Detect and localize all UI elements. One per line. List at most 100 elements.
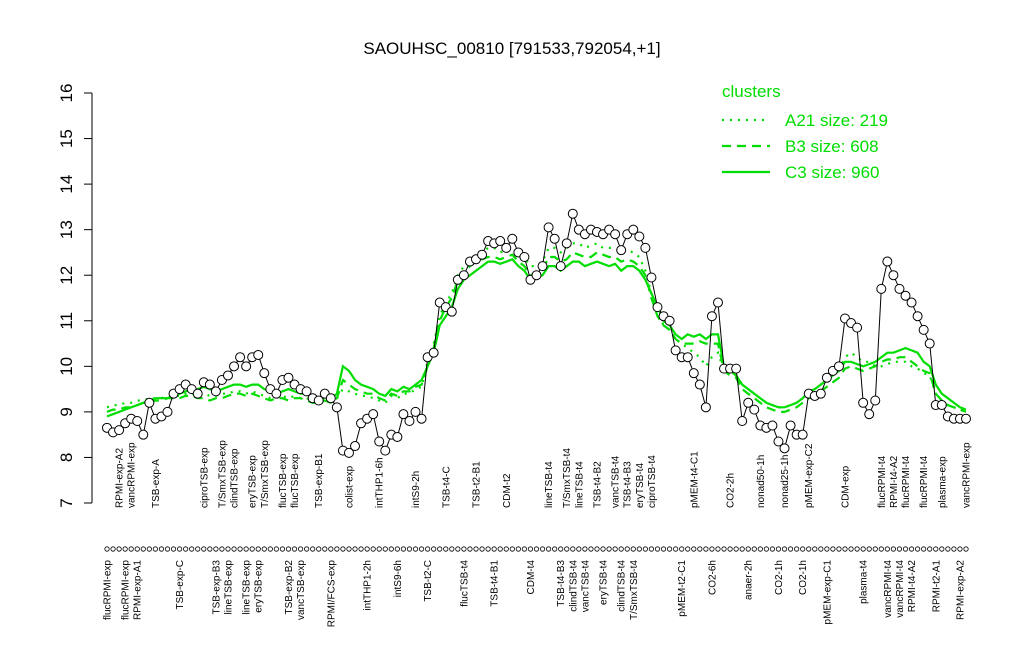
x-tick-label-top: eryTSB-exp	[248, 455, 259, 508]
sample-dot	[437, 546, 443, 552]
sample-point	[458, 270, 469, 281]
sample-point	[767, 420, 778, 431]
x-tick-label-top: RPMI-exp-A2	[115, 448, 126, 508]
sample-dot	[842, 546, 848, 552]
sample-point	[664, 315, 675, 326]
sample-point	[797, 429, 808, 440]
sample-point	[882, 256, 893, 267]
sample-dot	[237, 546, 243, 552]
sample-dot	[310, 546, 316, 552]
sample-point	[785, 420, 796, 431]
sample-point	[712, 297, 723, 308]
sample-dot	[685, 546, 691, 552]
x-tick-label-top: ciproTSB-exp	[199, 447, 210, 508]
x-tick-label-top: lineTSB-t4	[574, 461, 585, 508]
x-tick-label-bottom: RPMI-t4-A2	[907, 560, 918, 613]
sample-dot	[787, 546, 794, 552]
sample-point	[537, 261, 548, 272]
sample-dot	[297, 546, 304, 552]
x-tick-label-bottom: lineTSB-exp	[242, 560, 253, 615]
sample-dot	[921, 546, 927, 552]
x-tick-label-top: intTHP1-6h	[375, 457, 386, 508]
sample-dot	[255, 546, 261, 552]
sample-point	[204, 379, 215, 390]
sample-point	[694, 379, 705, 390]
sample-dot	[878, 546, 884, 552]
sample-dot	[122, 546, 128, 552]
sample-dot	[794, 546, 800, 552]
x-tick-label-top: eryTSB-t4	[635, 463, 646, 508]
sample-dot	[364, 546, 370, 552]
sample-point	[446, 306, 457, 317]
sample-point	[162, 406, 173, 417]
legend-label: C3 size: 960	[785, 163, 880, 182]
sample-dot	[376, 546, 382, 552]
sample-point	[858, 397, 869, 408]
x-tick-label-bottom: eryTSB-t4	[599, 560, 610, 605]
sample-dot	[243, 546, 249, 552]
sample-dot	[848, 546, 854, 552]
sample-dot	[727, 546, 733, 552]
y-tick-label: 12	[57, 266, 76, 285]
sample-dot	[455, 546, 461, 552]
sample-point	[833, 361, 844, 372]
sample-dot	[509, 546, 515, 552]
sample-point	[132, 416, 143, 426]
sample-point	[731, 363, 742, 374]
sample-point	[900, 290, 911, 301]
sample-dot	[352, 546, 358, 552]
sample-dot	[951, 546, 957, 552]
sample-dot	[800, 546, 806, 552]
x-tick-label-bottom: RPMI-exp-A1	[133, 560, 144, 620]
sample-point	[229, 361, 240, 372]
x-tick-label-top: TSB-t2-B1	[472, 461, 483, 508]
sample-dot	[527, 546, 534, 552]
sample-dot	[908, 546, 915, 552]
x-tick-label-bottom: intTHP1-2h	[363, 560, 374, 611]
x-tick-label-bottom: vancRPMI-t4	[895, 560, 906, 618]
x-tick-label-bottom: vancTSB-exp	[296, 560, 307, 620]
sample-dot	[654, 546, 661, 552]
sample-dot	[515, 546, 521, 552]
y-tick-label: 7	[57, 498, 76, 507]
sample-dot	[291, 546, 298, 552]
cluster-line	[106, 258, 967, 418]
sample-dot	[890, 546, 897, 552]
x-tick-label-bottom: clindTSB-t4	[568, 560, 579, 612]
sample-dot	[666, 546, 673, 552]
sample-dot	[104, 546, 110, 552]
x-tick-label-top: pMEM-t4-C1	[689, 451, 700, 508]
sample-point	[640, 242, 651, 253]
sample-dot	[201, 546, 207, 552]
sample-dot	[775, 546, 782, 552]
sample-point	[743, 397, 754, 408]
sample-point	[864, 409, 875, 420]
sample-point	[682, 352, 693, 363]
sample-dot	[249, 546, 255, 552]
y-tick-label: 14	[57, 175, 76, 194]
sample-dot	[491, 546, 497, 552]
sample-dot	[116, 546, 122, 552]
x-tick-label-top: ciproTSB-t4	[647, 455, 658, 508]
x-tick-label-top: intS9-2h	[411, 471, 422, 508]
sample-dot	[231, 546, 237, 552]
sample-point	[253, 349, 264, 360]
sample-dot	[189, 546, 195, 552]
x-tick-label-top: flucTSB-exp	[278, 453, 289, 508]
sample-line	[106, 211, 966, 454]
sample-dot	[660, 546, 667, 552]
sample-dot	[334, 546, 340, 552]
sample-point	[368, 409, 379, 420]
sample-dot	[939, 546, 945, 552]
sample-dot	[128, 546, 134, 552]
x-tick-label-top: TSB-exp-B1	[314, 453, 325, 508]
y-tick-label: 8	[57, 453, 76, 462]
sample-dot	[261, 546, 267, 552]
sample-point	[610, 229, 621, 240]
sample-dot	[533, 546, 540, 552]
sample-point	[331, 402, 342, 413]
sample-point	[519, 252, 530, 262]
sample-dot	[285, 546, 292, 552]
sample-point	[343, 447, 354, 458]
